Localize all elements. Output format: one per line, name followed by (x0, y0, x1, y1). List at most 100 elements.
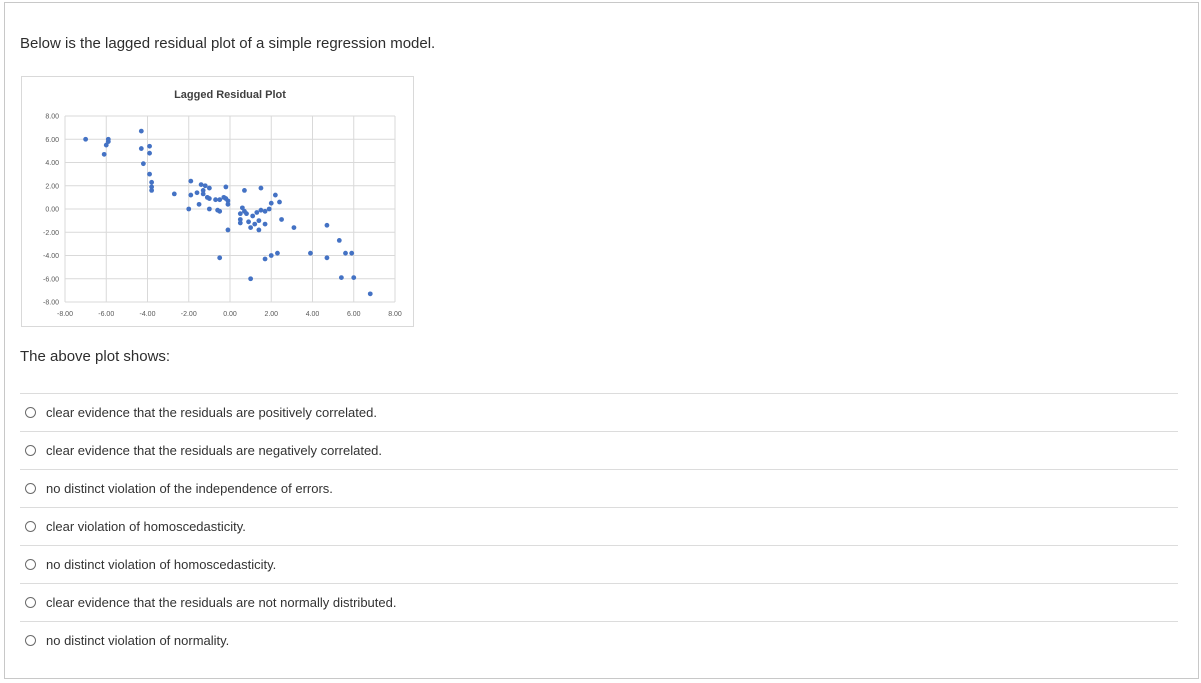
data-point (149, 179, 155, 185)
x-tick-label: -8.00 (57, 311, 73, 318)
data-point (242, 188, 247, 193)
data-point (324, 222, 330, 228)
data-point (196, 201, 202, 207)
data-point (237, 211, 243, 217)
data-point (277, 199, 282, 205)
x-tick-label: 4.00 (306, 311, 320, 318)
data-point (268, 253, 274, 258)
data-point (291, 225, 297, 231)
data-point (258, 207, 264, 213)
data-point (223, 184, 229, 190)
data-point (252, 221, 258, 227)
data-point (202, 183, 208, 189)
data-point (225, 227, 231, 233)
data-point (367, 291, 373, 297)
data-point (351, 275, 357, 280)
data-point (138, 146, 144, 151)
y-tick-label: 0.00 (45, 207, 59, 214)
chart-title: Lagged Residual Plot (174, 89, 286, 101)
answer-option-label[interactable]: no distinct violation of the independenc… (46, 481, 333, 496)
data-point (186, 206, 192, 212)
answer-option[interactable]: clear evidence that the residuals are po… (20, 393, 1178, 431)
data-point (237, 217, 243, 222)
radio-button[interactable] (25, 483, 36, 494)
data-point (262, 256, 268, 262)
data-point (250, 213, 256, 219)
data-point (225, 201, 231, 207)
radio-button[interactable] (25, 597, 36, 608)
data-point (188, 178, 194, 184)
y-tick-label: 6.00 (45, 137, 59, 144)
chart-svg: Lagged Residual Plot -8.00 -6.00 -4.00 -2.00… (43, 89, 402, 318)
data-point (200, 188, 206, 193)
data-point (244, 211, 249, 217)
y-tick-label: -2.00 (43, 230, 59, 237)
data-point (147, 143, 152, 149)
y-tick-label: 2.00 (45, 183, 59, 190)
data-point (138, 128, 144, 134)
data-point (248, 276, 254, 282)
answer-option-label[interactable]: clear evidence that the residuals are po… (46, 405, 377, 420)
data-point (266, 206, 272, 212)
answer-option[interactable]: no distinct violation of normality. (20, 621, 1178, 659)
answer-option[interactable]: clear evidence that the residuals are no… (20, 583, 1178, 621)
data-point (279, 217, 284, 222)
x-tick-label: 2.00 (264, 311, 278, 318)
data-point (239, 205, 245, 211)
radio-button[interactable] (25, 407, 36, 418)
data-point (105, 139, 111, 144)
data-point (248, 225, 254, 231)
data-point (349, 250, 355, 256)
y-tick-label: -4.00 (43, 253, 59, 260)
radio-button[interactable] (25, 559, 36, 570)
answer-option-label[interactable]: clear violation of homoscedasticity. (46, 519, 246, 534)
answer-option[interactable]: clear evidence that the residuals are ne… (20, 431, 1178, 469)
lagged-residual-chart: Lagged Residual Plot -8.00 -6.00 -4.00 -2.00… (21, 76, 414, 327)
data-point (268, 200, 274, 206)
answer-options: clear evidence that the residuals are po… (20, 393, 1178, 659)
data-point (149, 184, 155, 190)
data-point (206, 196, 212, 201)
x-tick-label: -2.00 (181, 311, 197, 318)
x-tick-label: -6.00 (98, 311, 114, 318)
data-point (324, 255, 330, 261)
data-point (103, 142, 109, 148)
question-prompt: Below is the lagged residual plot of a s… (20, 35, 436, 52)
y-tick-label: 8.00 (45, 114, 59, 121)
radio-button[interactable] (25, 445, 36, 456)
data-point (225, 198, 231, 204)
data-point (217, 197, 223, 203)
data-point (200, 191, 206, 197)
data-point (206, 185, 212, 191)
x-tick-label: -4.00 (140, 311, 156, 318)
answer-option[interactable]: no distinct violation of the independenc… (20, 469, 1178, 507)
data-point (217, 208, 223, 214)
answer-option-label[interactable]: clear evidence that the residuals are ne… (46, 443, 383, 458)
answer-option-label[interactable]: no distinct violation of normality. (46, 633, 230, 648)
answer-option-label[interactable]: no distinct violation of homoscedasticit… (46, 557, 277, 572)
data-point (217, 255, 223, 261)
data-point (206, 206, 212, 212)
data-point (171, 191, 177, 197)
data-point (336, 237, 342, 243)
data-point (258, 185, 264, 191)
answer-option-label[interactable]: clear evidence that the residuals are no… (46, 595, 397, 610)
data-point (256, 218, 262, 224)
data-point (343, 250, 348, 256)
data-point (275, 250, 280, 256)
data-point (213, 197, 218, 203)
y-tick-label: -6.00 (43, 276, 59, 283)
data-point (188, 192, 194, 198)
data-point (246, 219, 251, 225)
radio-button[interactable] (25, 635, 36, 646)
data-point (149, 188, 155, 193)
y-tick-label: -8.00 (43, 300, 59, 307)
data-point (140, 161, 146, 167)
x-tick-label: 0.00 (223, 311, 237, 318)
data-point (147, 150, 152, 156)
x-tick-label: 8.00 (388, 311, 402, 318)
answer-option[interactable]: no distinct violation of homoscedasticit… (20, 545, 1178, 583)
radio-button[interactable] (25, 521, 36, 532)
data-point (254, 210, 260, 215)
answer-option[interactable]: clear violation of homoscedasticity. (20, 507, 1178, 545)
